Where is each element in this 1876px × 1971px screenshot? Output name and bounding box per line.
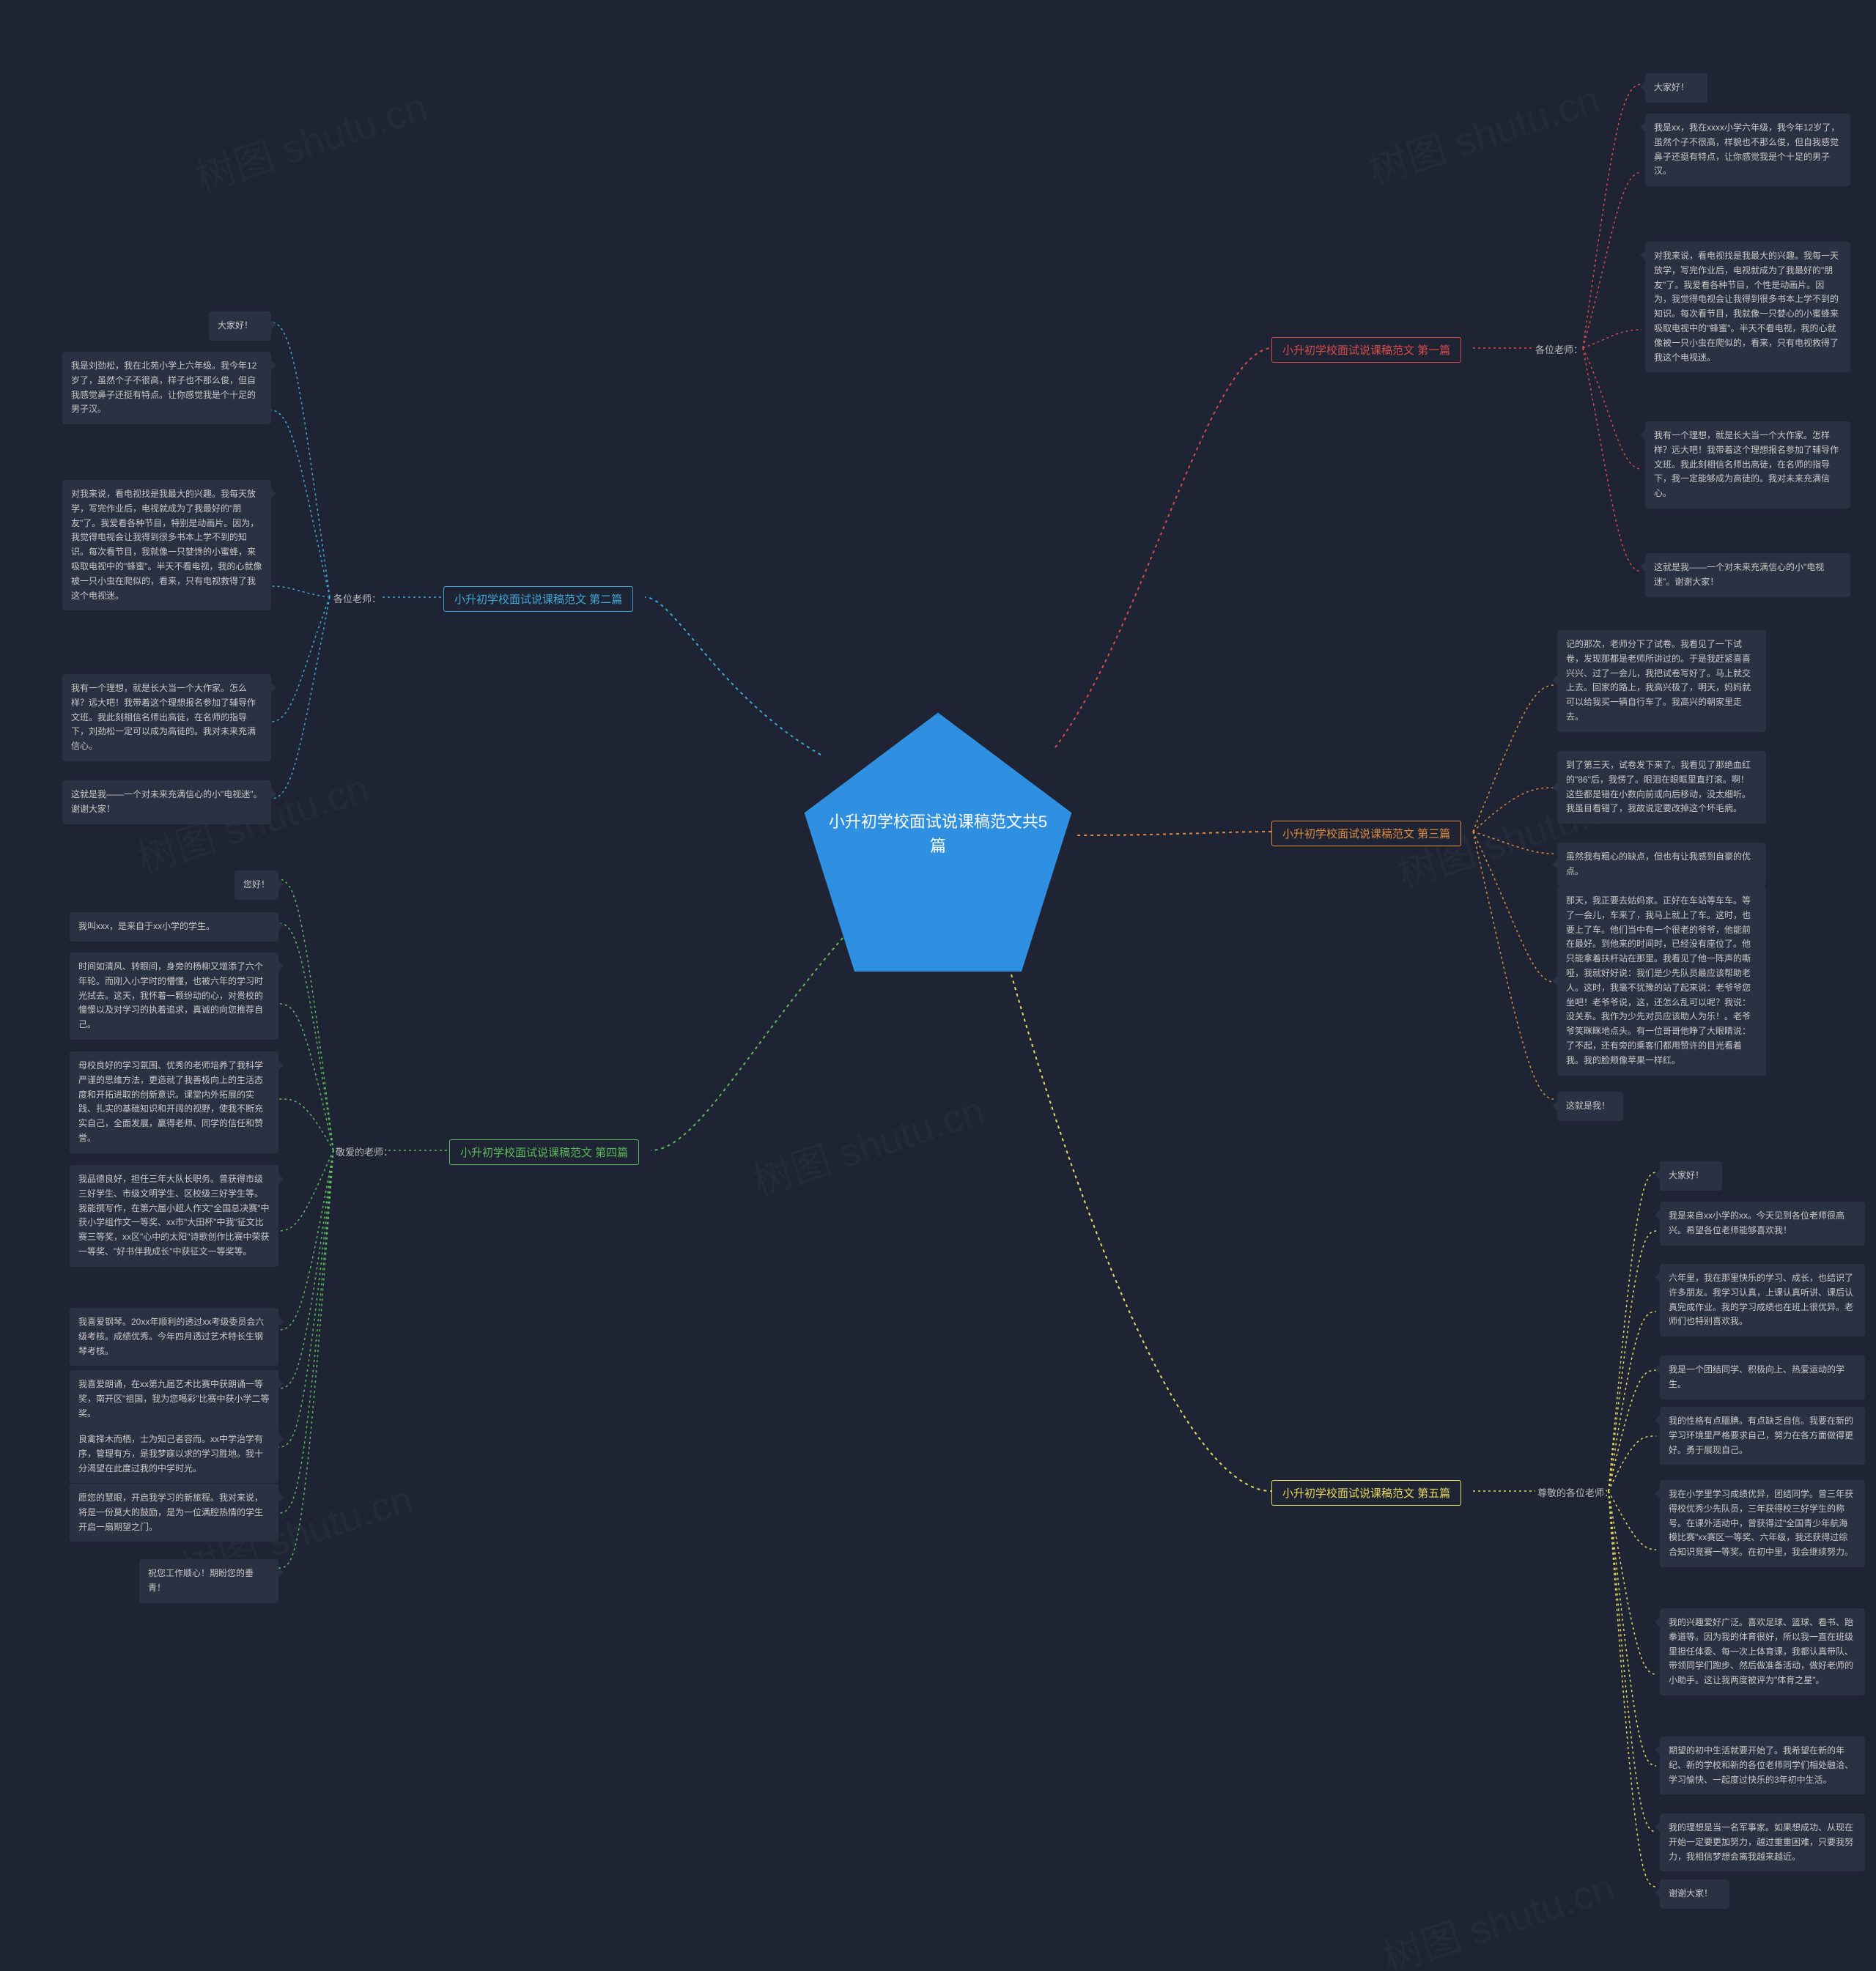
b5-note-8: 我的理想是当一名军事家。如果想成功、从现在开始一定要更加努力，越过重重困难，只要… [1660,1813,1865,1871]
b4-note-0: 您好！ [234,870,278,900]
branch-2-label[interactable]: 小升初学校面试说课稿范文 第二篇 [443,586,633,612]
b1-note-0: 大家好！ [1645,73,1707,103]
b1-note-1: 我是xx，我在xxxx小学六年级，我今年12岁了，虽然个子不很高，样貌也不那么俊… [1645,114,1850,186]
b1-note-2: 对我来说，看电视找是我最大的兴趣。我每一天放学，写完作业后，电视就成为了我最好的… [1645,242,1850,372]
b5-note-1: 我是来自xx小学的xx。今天见到各位老师很高兴。希望各位老师能够喜欢我！ [1660,1202,1865,1246]
branch-1-sub: 各位老师： [1535,342,1583,356]
b4-note-9: 祝您工作顺心！期盼您的垂青！ [139,1559,278,1603]
b4-note-7: 良禽择木而栖，士为知己者容而。xx中学治学有序，管理有方，是我梦寐以求的学习胜地… [70,1425,278,1483]
mindmap-canvas: 树图 shutu.cn 树图 shutu.cn 树图 shutu.cn 树图 s… [0,0,1876,1971]
b4-note-2: 时间如清风、转眼间，身旁的杨柳又增添了六个年轮。而刚入小学时的懵懂，也被六年的学… [70,953,278,1040]
watermark: 树图 shutu.cn [1375,1854,1621,1971]
b1-note-4: 这就是我——一个对未来充满信心的小"电视迷"。谢谢大家！ [1645,553,1850,597]
branch-5-sub: 尊敬的各位老师： [1537,1485,1614,1499]
branch-4-sub: 敬爱的老师： [336,1144,393,1158]
b3-note-0: 记的那次，老师分下了试卷。我看见了一下试卷，发现那都是老师所讲过的。于是我赶紧喜… [1557,630,1766,732]
b4-note-1: 我叫xxx，是来自于xx小学的学生。 [70,912,278,942]
b3-note-4: 这就是我！ [1557,1092,1623,1121]
b4-note-6: 我喜爱朗诵，在xx第九届艺术比赛中获朗诵一等奖，南开区"祖国，我为您喝彩"比赛中… [70,1370,278,1428]
b3-note-3: 那天，我正要去姑妈家。正好在车站等车车。等了一会儿，车来了，我马上就上了车。这时… [1557,887,1766,1076]
b2-note-0: 大家好！ [209,311,271,341]
b4-note-3: 母校良好的学习氛围、优秀的老师培养了我科学严谨的思维方法，更造就了我善极向上的生… [70,1051,278,1153]
b2-note-2: 对我来说，看电视找是我最大的兴趣。我每天放学，写完作业后，电视就成为了我最好的"… [62,480,271,610]
branch-5-label[interactable]: 小升初学校面试说课稿范文 第五篇 [1271,1480,1461,1506]
branch-4-label[interactable]: 小升初学校面试说课稿范文 第四篇 [449,1139,639,1165]
branch-3-label[interactable]: 小升初学校面试说课稿范文 第三篇 [1271,821,1461,846]
center-title: 小升初学校面试说课稿范文共5篇 [828,810,1048,858]
b5-note-9: 谢谢大家！ [1660,1879,1729,1909]
b2-note-3: 我有一个理想，就是长大当一个大作家。怎么样？远大吧！我带着这个理想报名参加了辅导… [62,674,271,761]
b2-note-1: 我是刘劲松，我在北苑小学上六年级。我今年12岁了，虽然个子不很高，样子也不那么俊… [62,352,271,424]
b5-note-2: 六年里，我在那里快乐的学习、成长，也结识了许多朋友。我学习认真，上课认真听讲、课… [1660,1264,1865,1336]
b5-note-7: 期望的初中生活就要开始了。我希望在新的年纪、新的学校和新的各位老师同学们相处融洽… [1660,1737,1865,1794]
center-node[interactable]: 小升初学校面试说课稿范文共5篇 [799,707,1077,986]
b5-note-5: 我在小学里学习成绩优异，团结同学。曾三年获得校优秀少先队员，三年获得校三好学生的… [1660,1480,1865,1567]
watermark: 树图 shutu.cn [1360,67,1606,196]
b3-note-1: 到了第三天，试卷发下来了。我看见了那绝血红的"86"后，我愣了。眼泪在眼眶里直打… [1557,751,1766,824]
b5-note-6: 我的兴趣爱好广泛。喜欢足球、篮球、看书、跆拳道等。因为我的体育很好，所以我一直在… [1660,1608,1865,1695]
b4-note-5: 我喜爱钢琴。20xx年顺利的透过xx考级委员会六级考核。成绩优秀。今年四月透过艺… [70,1308,278,1366]
watermark: 树图 shutu.cn [745,1078,991,1207]
branch-2-sub: 各位老师： [333,591,381,605]
watermark: 树图 shutu.cn [188,74,434,203]
b2-note-4: 这就是我——一个对未来充满信心的小"电视迷"。谢谢大家！ [62,780,271,824]
b3-note-2: 虽然我有粗心的缺点，但也有让我感到自豪的优点。 [1557,843,1766,887]
b4-note-4: 我品德良好，担任三年大队长职务。曾获得市级三好学生、市级文明学生、区校级三好学生… [70,1165,278,1267]
branch-1-label[interactable]: 小升初学校面试说课稿范文 第一篇 [1271,337,1461,363]
b4-note-8: 愿您的慧眼，开启我学习的新旅程。我对来说，将是一份莫大的鼓励，是为一位满腔热情的… [70,1484,278,1542]
b5-note-0: 大家好！ [1660,1161,1722,1191]
b1-note-3: 我有一个理想，就是长大当一个大作家。怎样样？远大吧！我带着这个理想报名参加了辅导… [1645,421,1850,509]
b5-note-3: 我是一个团结同学、积极向上、热爱运动的学生。 [1660,1356,1865,1399]
b5-note-4: 我的性格有点腼腆。有点缺乏自信。我要在新的学习环境里严格要求自己，努力在各方面做… [1660,1407,1865,1465]
